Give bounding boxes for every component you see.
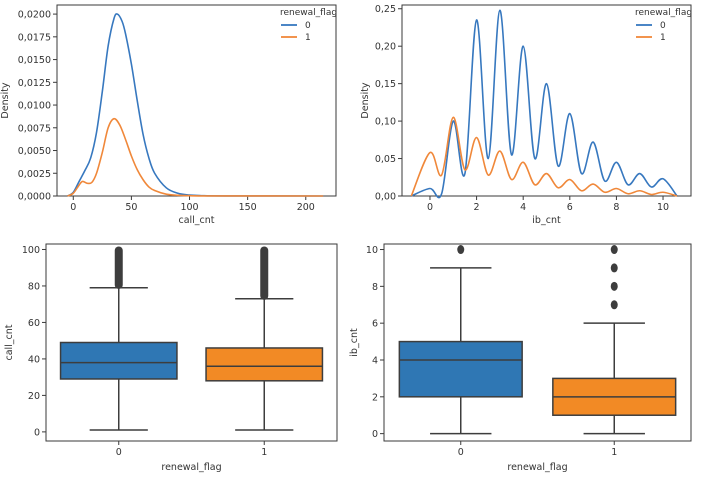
kde-line-series-1 (67, 117, 324, 197)
x-tick-label: 4 (520, 202, 526, 213)
y-tick-label: 0,0175 (18, 32, 51, 43)
y-tick-label: 0,10 (375, 117, 396, 128)
outlier-point (457, 245, 465, 255)
x-tick-label: 0 (116, 447, 122, 458)
chart-box-box_call_cnt: 0 20 40 60 80 100 0 1 renewal_flag call_cnt (4, 243, 338, 473)
y-tick-label: 40 (28, 354, 40, 365)
y-tick-label: 0,25 (375, 4, 396, 15)
x-tick-label: 10 (657, 202, 669, 213)
y-tick-label: 0,15 (375, 79, 396, 90)
box-1 (552, 245, 677, 435)
legend-title: renewal_flag (280, 8, 337, 18)
x-tick-label: 100 (180, 202, 198, 213)
plot-frame (383, 243, 692, 442)
x-axis-label: ib_cnt (532, 215, 561, 226)
outlier-cluster (114, 246, 123, 289)
x-tick-label: 1 (261, 447, 267, 458)
plot-frame (401, 4, 692, 197)
x-tick-label: 2 (474, 202, 480, 213)
box-0 (59, 246, 178, 431)
box-1 (205, 246, 324, 431)
chart-box-box_ib_cnt: 0 2 4 6 8 10 0 1 renewal_flag ib_cnt (349, 243, 692, 473)
x-tick-label: 1 (611, 447, 617, 458)
y-tick-label: 10 (366, 245, 378, 256)
box-0 (398, 245, 523, 435)
plot-frame (45, 243, 338, 442)
outlier-point (610, 300, 618, 310)
box-iqr (398, 340, 523, 398)
x-tick-label: 150 (239, 202, 257, 213)
outlier-cluster (260, 246, 269, 300)
outlier-point (610, 281, 618, 291)
y-tick-label: 0,0000 (18, 192, 51, 203)
y-tick-label: 0,20 (375, 42, 396, 53)
y-axis-label: Density (0, 82, 11, 118)
kde-line-series-0 (67, 13, 324, 197)
y-tick-label: 2 (372, 392, 378, 403)
y-tick-label: 0,0050 (18, 146, 51, 157)
y-tick-label: 0,05 (375, 154, 396, 165)
y-tick-label: 0,0125 (18, 78, 51, 89)
outlier-point (610, 263, 618, 273)
y-tick-label: 0,0150 (18, 55, 51, 66)
legend-title: renewal_flag (635, 8, 692, 18)
y-tick-label: 6 (372, 319, 378, 330)
box-iqr (59, 341, 178, 380)
x-axis-label: call_cnt (178, 215, 214, 226)
y-tick-label: 60 (28, 318, 40, 329)
y-tick-label: 80 (28, 281, 40, 292)
x-tick-label: 6 (567, 202, 573, 213)
x-tick-label: 0 (427, 202, 433, 213)
x-tick-label: 8 (613, 202, 619, 213)
y-tick-label: 0,0025 (18, 169, 51, 180)
outlier-point (610, 245, 618, 255)
y-tick-label: 0 (372, 429, 378, 440)
kde-line-series-1 (410, 116, 678, 197)
y-tick-label: 20 (28, 391, 40, 402)
legend-label-1: 1 (305, 33, 311, 43)
x-tick-label: 200 (297, 202, 315, 213)
y-tick-label: 0 (34, 427, 40, 438)
y-tick-label: 0,0100 (18, 101, 51, 112)
y-axis-label: ib_cnt (349, 328, 360, 357)
y-tick-label: 8 (372, 282, 378, 293)
y-axis-label: Density (360, 82, 371, 118)
x-tick-label: 0 (458, 447, 464, 458)
x-tick-label: 0 (70, 202, 76, 213)
kde-line-series-0 (411, 9, 678, 199)
legend-label-0: 0 (660, 21, 666, 31)
legend-label-1: 1 (660, 33, 666, 43)
box-iqr (205, 347, 324, 382)
chart-kde-call-cnt: 0,0000 0,0025 0,0050 0,0075 0,0100 0,0125 0,01… (0, 4, 337, 226)
y-tick-label: 4 (372, 355, 378, 366)
legend-label-0: 0 (305, 21, 311, 31)
y-tick-label: 0,0075 (18, 123, 51, 134)
y-tick-label: 0,0200 (18, 10, 51, 21)
y-tick-label: 0,00 (375, 192, 396, 203)
x-axis-label: renewal_flag (161, 462, 221, 473)
x-axis-label: renewal_flag (507, 462, 567, 473)
chart-kde-ib-cnt: 0,000,050,100,150,200,250 2 4 6 8 10ib_cntDen… (360, 4, 692, 226)
x-tick-label: 50 (125, 202, 137, 213)
y-axis-label: call_cnt (4, 324, 15, 360)
y-tick-label: 100 (22, 245, 40, 256)
